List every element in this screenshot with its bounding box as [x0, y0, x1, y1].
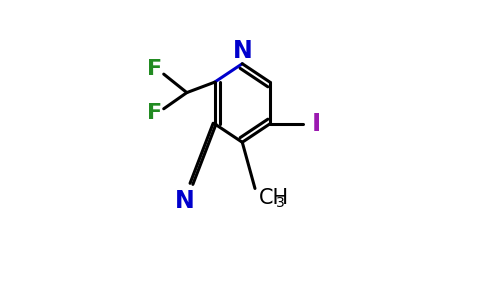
- Text: I: I: [312, 112, 321, 136]
- Text: N: N: [175, 189, 195, 213]
- Text: F: F: [147, 103, 162, 123]
- Text: 3: 3: [276, 196, 285, 211]
- Text: F: F: [147, 59, 162, 80]
- Text: N: N: [232, 39, 252, 63]
- Text: CH: CH: [258, 188, 288, 208]
